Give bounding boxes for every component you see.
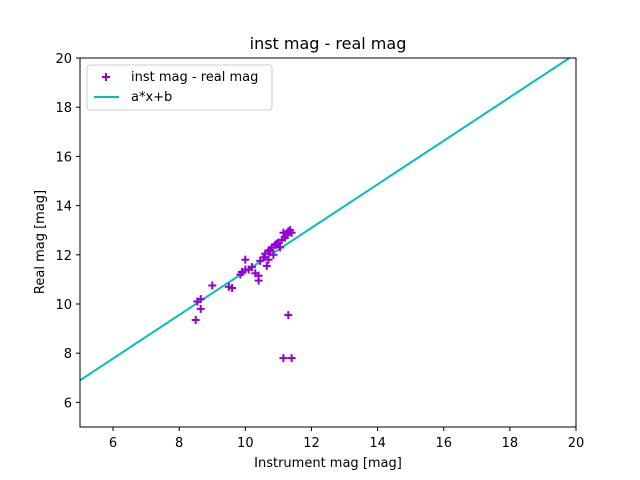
data-point <box>282 231 291 240</box>
y-tick-label: 18 <box>55 101 72 116</box>
legend-label-line: a*x+b <box>131 90 172 105</box>
y-tick-label: 16 <box>55 150 72 165</box>
data-point <box>254 271 263 280</box>
y-tick-label: 10 <box>55 298 72 313</box>
data-point <box>276 243 285 252</box>
x-axis: 6 8 10 12 14 16 18 20 <box>109 427 584 451</box>
legend-marker-scatter <box>102 73 110 81</box>
data-point <box>287 228 296 237</box>
y-axis-title: Real mag [mag] <box>33 190 48 294</box>
chart-title: inst mag - real mag <box>250 34 407 53</box>
data-point <box>262 261 271 270</box>
y-tick-label: 8 <box>64 347 72 362</box>
data-point <box>208 281 217 290</box>
y-tick-label: 20 <box>55 52 72 67</box>
data-point <box>279 354 288 363</box>
legend-label-scatter: inst mag - real mag <box>131 70 258 85</box>
legend: inst mag - real mag a*x+b <box>86 64 273 111</box>
data-point <box>191 316 200 324</box>
legend-box <box>86 64 273 111</box>
data-point <box>269 250 278 259</box>
x-axis-title: Instrument mag [mag] <box>254 456 402 471</box>
x-tick-label: 8 <box>175 436 183 451</box>
y-tick-label: 14 <box>55 200 72 215</box>
data-point <box>287 354 296 363</box>
data-point <box>228 284 237 292</box>
fit-line <box>80 58 570 382</box>
x-tick-label: 10 <box>237 436 254 451</box>
data-point <box>196 304 205 313</box>
x-tick-label: 16 <box>435 436 452 451</box>
x-tick-label: 18 <box>502 436 519 451</box>
y-tick-label: 12 <box>55 249 72 264</box>
axes-frame <box>79 57 577 428</box>
data-point <box>241 255 250 264</box>
x-tick-label: 20 <box>568 436 585 451</box>
y-tick-label: 6 <box>64 396 72 411</box>
x-tick-label: 14 <box>369 436 386 451</box>
plot-area <box>80 58 570 382</box>
data-point <box>264 255 273 264</box>
x-tick-label: 12 <box>303 436 320 451</box>
data-point <box>196 295 205 304</box>
data-point <box>247 263 256 272</box>
data-point <box>284 311 293 320</box>
x-tick-label: 6 <box>109 436 117 451</box>
y-axis: 6 8 10 12 14 16 18 20 <box>55 52 80 411</box>
